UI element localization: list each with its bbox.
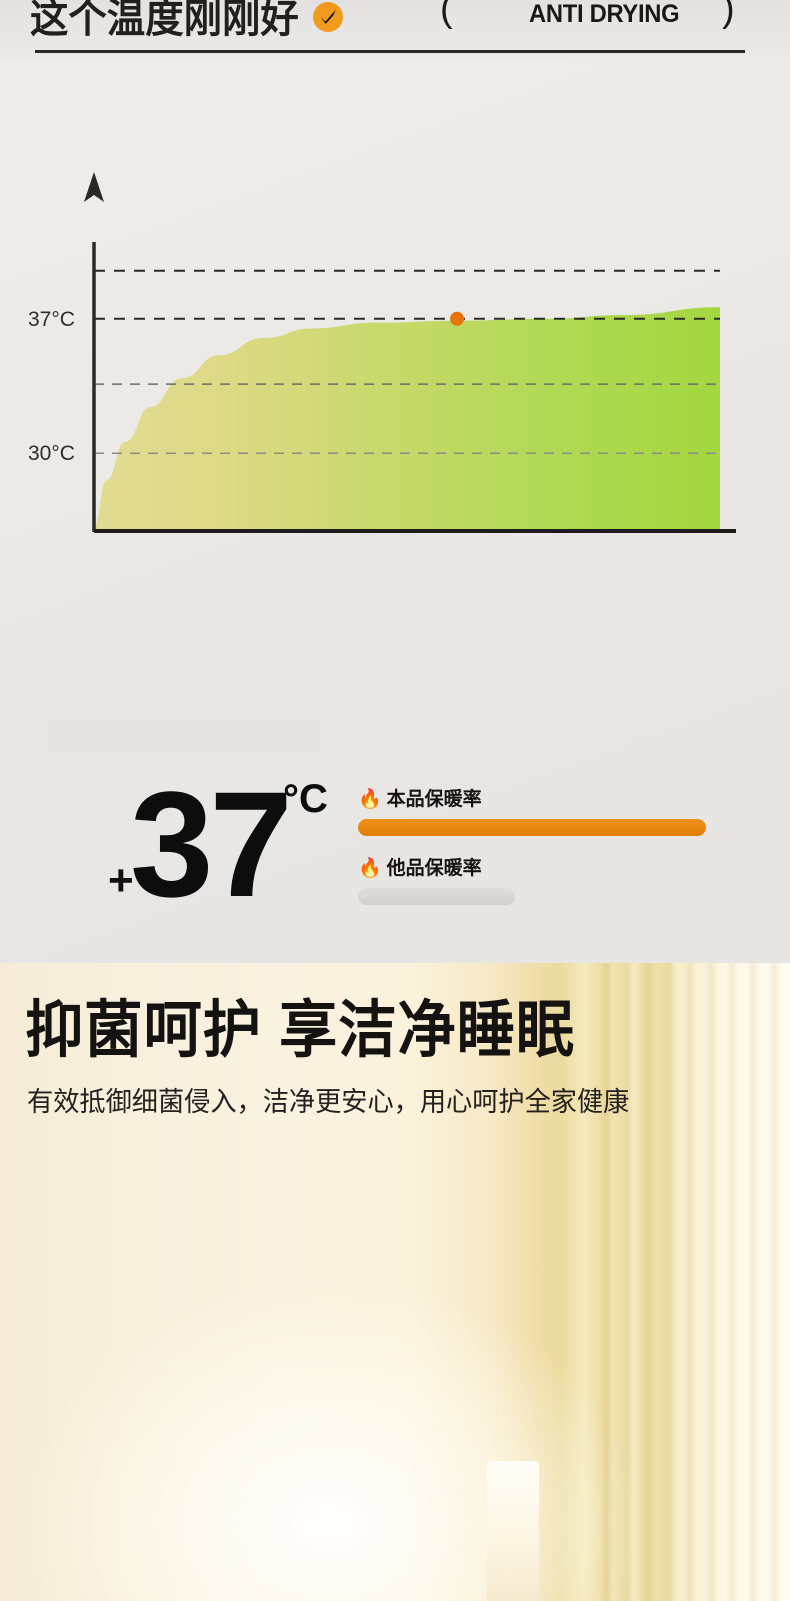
chart-panel: 37°C 30°C + 37 °C 🔥 本品保暖率 🔥 他品保暖率 (0, 60, 790, 963)
bar-fill-other (358, 888, 515, 905)
hero-heading: 抑菌呵护 享洁净睡眠 (25, 996, 576, 1065)
bar-track-other (358, 888, 738, 905)
ytick-label-37c: 37°C (28, 307, 75, 331)
bar-label-row: 🔥 他品保暖率 (358, 859, 738, 878)
flame-icon: 🔥 (358, 789, 382, 810)
header-bar: 这个温度刚刚好 ( ANTI DRYING ) (0, 0, 790, 60)
bar-group-own-product: 🔥 本品保暖率 (358, 790, 738, 836)
lamp-object (487, 1461, 539, 1601)
hero-subtitle: 有效抵御细菌侵入，洁净更安心，用心呵护全家健康 (27, 1087, 630, 1117)
plus-sign: + (108, 856, 134, 905)
bar-track-own (358, 819, 738, 836)
bracket-left-icon: ( (440, 0, 453, 30)
bar-label-row: 🔥 本品保暖率 (358, 790, 738, 809)
chart-area-fill (94, 307, 720, 530)
header-divider (35, 50, 745, 53)
bar-fill-own (358, 819, 706, 836)
anti-drying-label: ANTI DRYING (529, 0, 680, 28)
warmth-rate-bars: 🔥 本品保暖率 🔥 他品保暖率 (358, 790, 738, 905)
placeholder-bar (48, 720, 320, 753)
temperature-unit: °C (283, 777, 328, 821)
page-title: 这个温度刚刚好 (30, 0, 299, 41)
temperature-readout: + 37 °C (100, 765, 360, 919)
y-axis-arrow-icon (84, 172, 104, 202)
ytick-label-30c: 30°C (28, 442, 75, 466)
bar-label-other: 他品保暖率 (386, 858, 482, 879)
check-badge-icon (313, 2, 343, 32)
temperature-area-chart (84, 172, 736, 533)
flame-icon: 🔥 (358, 858, 382, 879)
chart-data-point-marker[interactable] (450, 311, 465, 326)
temperature-value: 37 (130, 760, 293, 928)
bracket-right-icon: ) (722, 0, 735, 30)
curtain-folds-decoration (600, 963, 790, 1601)
bar-label-own: 本品保暖率 (386, 789, 482, 810)
bar-group-other-product: 🔥 他品保暖率 (358, 859, 738, 905)
